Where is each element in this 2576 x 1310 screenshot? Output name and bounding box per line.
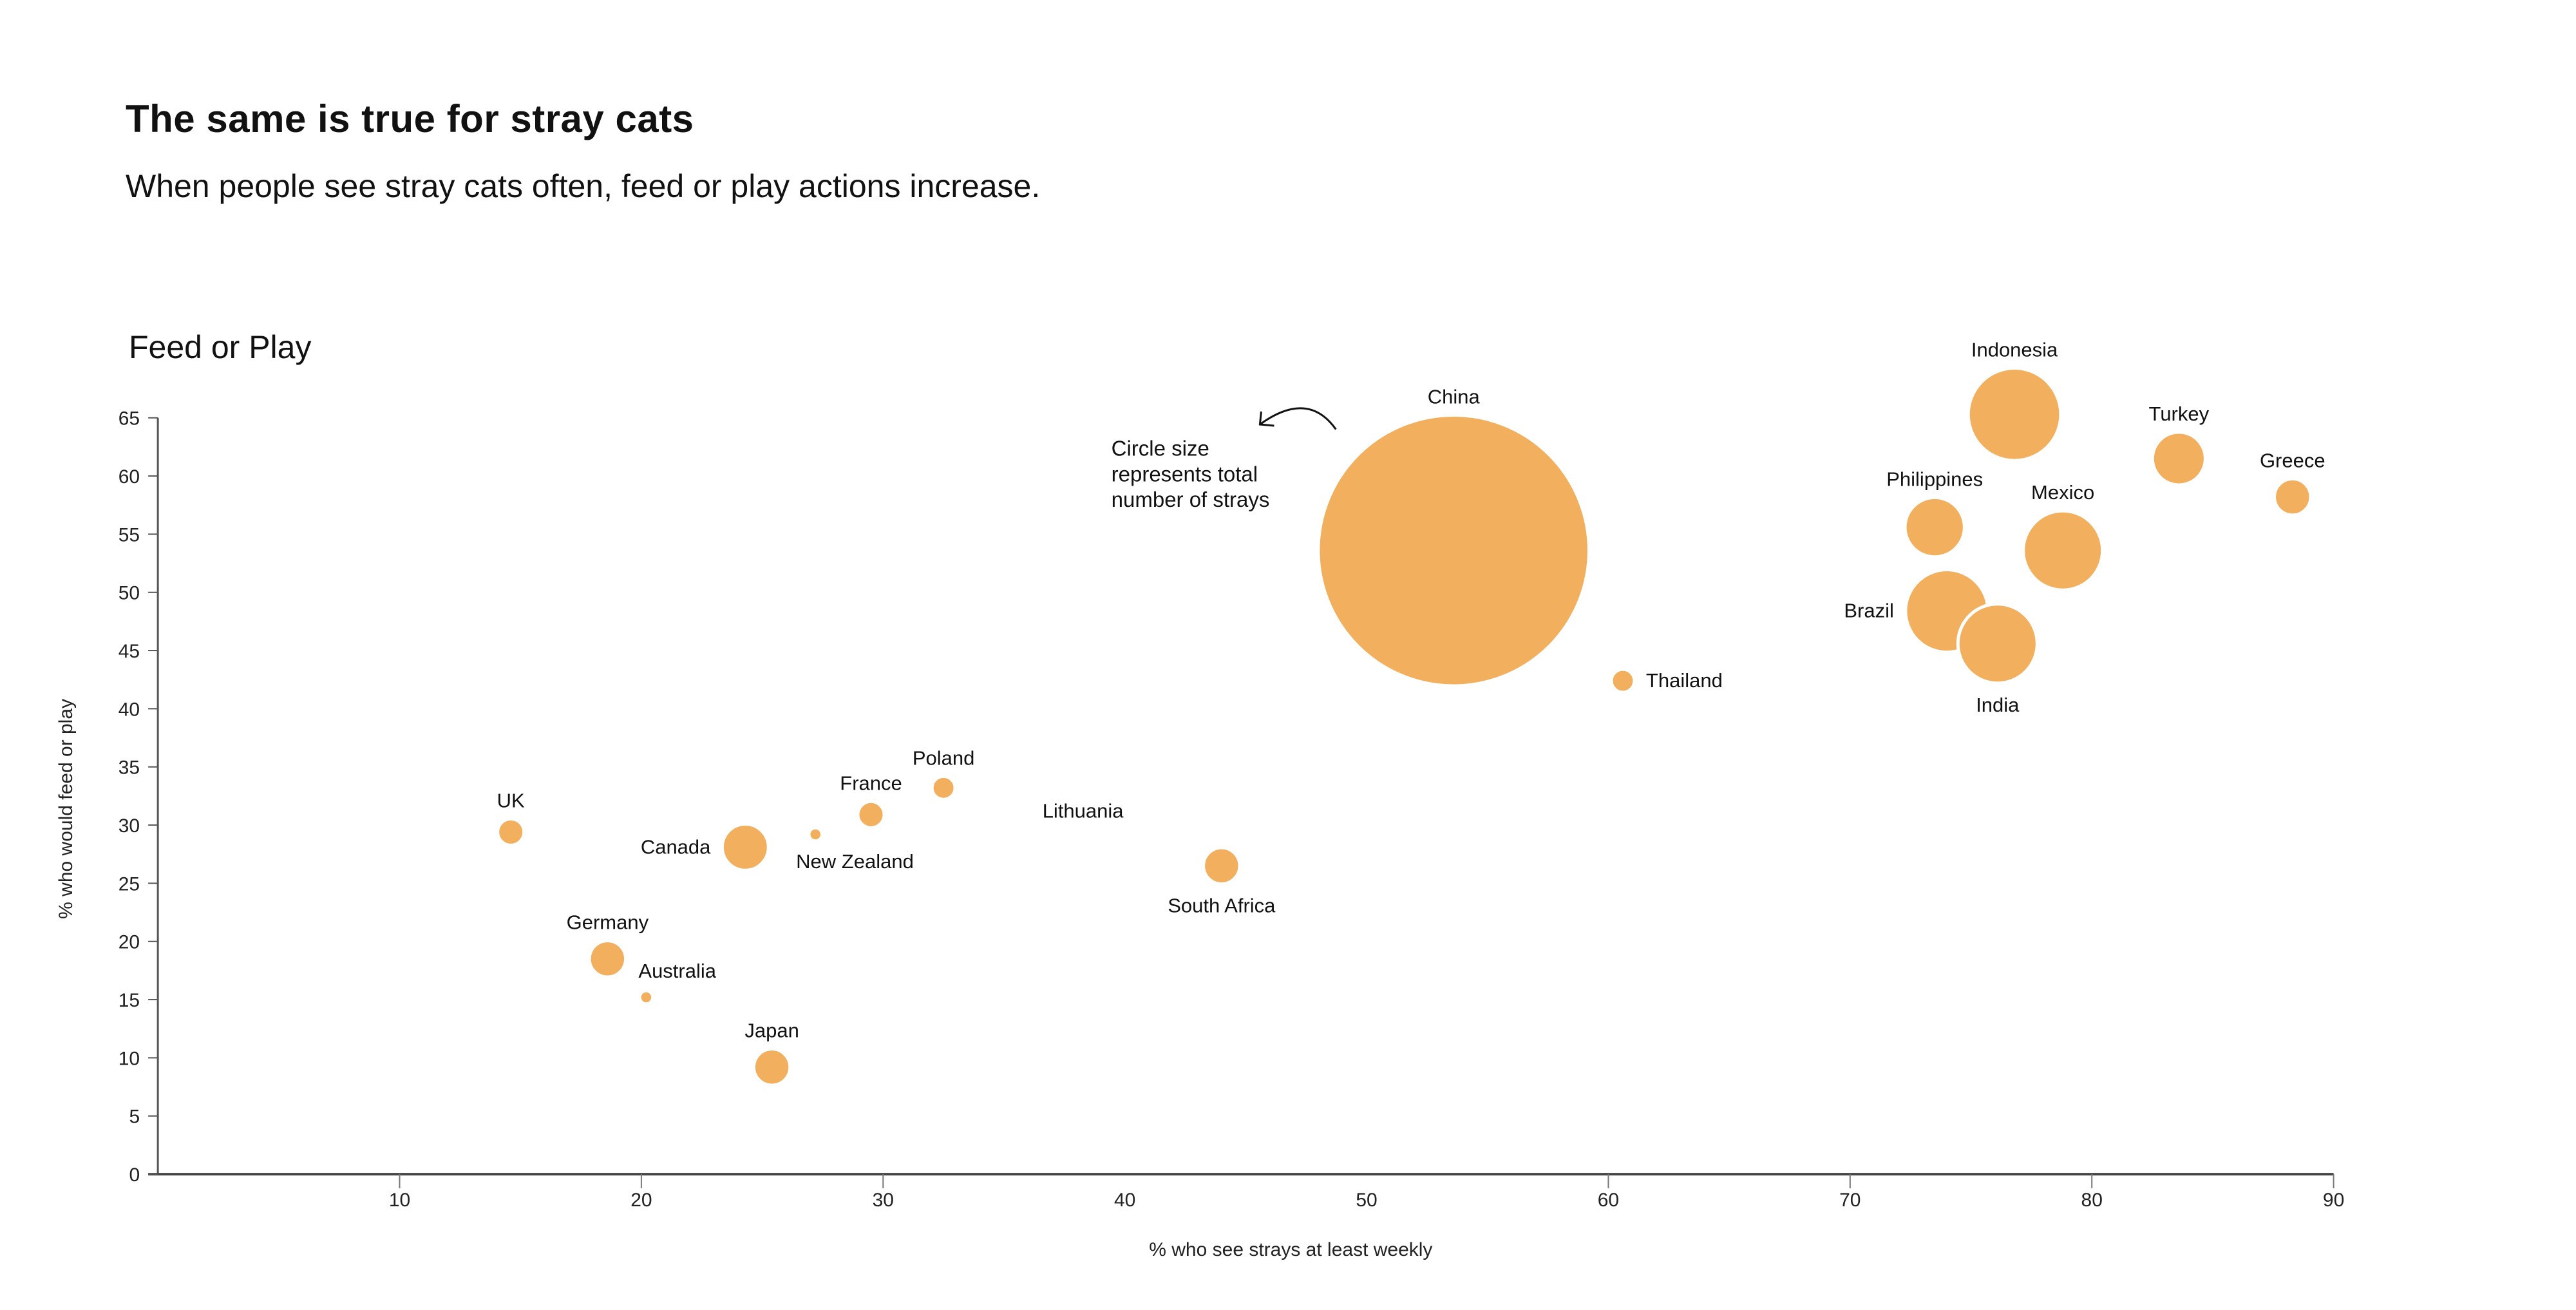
y-tick-label: 30	[118, 815, 140, 837]
y-tick-label: 15	[118, 990, 140, 1011]
y-tick-label: 45	[118, 641, 140, 662]
bubbles	[496, 366, 2313, 1087]
size-note-line: number of strays	[1112, 488, 1270, 511]
label-uk: UK	[497, 789, 525, 812]
label-indonesia: Indonesia	[1971, 339, 2058, 361]
bubble-germany	[587, 939, 628, 979]
x-tick-label: 90	[2323, 1190, 2344, 1211]
label-india: India	[1976, 694, 2020, 716]
chart-title: Feed or Play	[129, 329, 312, 365]
bubble-south-africa	[1202, 846, 1242, 886]
label-south-africa: South Africa	[1168, 895, 1276, 917]
bubble-indonesia	[1966, 366, 2063, 462]
bubble-australia	[638, 989, 655, 1006]
label-greece: Greece	[2260, 449, 2325, 471]
label-thailand: Thailand	[1646, 669, 1723, 692]
label-new-zealand: New Zealand	[796, 850, 914, 873]
x-tick-label: 20	[630, 1190, 652, 1211]
y-tick-label: 60	[118, 466, 140, 488]
bubble-mexico	[2022, 509, 2105, 592]
y-tick-label: 50	[118, 583, 140, 604]
label-germany: Germany	[567, 911, 649, 934]
bubble-labels: China Indonesia Turkey Greece Philippines Mex…	[497, 339, 2325, 1042]
x-axis-label: % who see strays at least weekly	[1149, 1239, 1432, 1260]
label-australia: Australia	[638, 960, 716, 982]
bubble-poland	[930, 774, 957, 801]
bubble-uk	[496, 817, 526, 847]
y-tick-label: 65	[118, 408, 140, 430]
size-note-line: Circle size	[1112, 437, 1209, 460]
x-tick-label: 60	[1598, 1190, 1619, 1211]
label-japan: Japan	[744, 1020, 799, 1042]
label-philippines: Philippines	[1886, 468, 1983, 490]
label-turkey: Turkey	[2149, 403, 2210, 425]
bubble-turkey	[2150, 430, 2207, 487]
curved-arrow-icon	[1259, 407, 1337, 430]
label-mexico: Mexico	[2031, 481, 2094, 504]
bubble-new-zealand	[807, 826, 824, 843]
bubble-france	[856, 799, 886, 830]
y-tick-label: 0	[129, 1164, 140, 1186]
label-canada: Canada	[641, 835, 711, 858]
bubble-india	[1956, 602, 2039, 685]
arrowhead-icon	[1258, 411, 1274, 427]
page-title: The same is true for stray cats	[126, 97, 694, 140]
bubble-thailand	[1609, 667, 1636, 694]
size-note-line: represents total	[1112, 462, 1258, 486]
label-france: France	[840, 772, 902, 794]
y-tick-label: 35	[118, 757, 140, 779]
x-tick-label: 70	[1839, 1190, 1861, 1211]
y-tick-label: 5	[129, 1106, 140, 1128]
x-tick-label: 40	[1114, 1190, 1135, 1211]
x-tick-label: 30	[873, 1190, 894, 1211]
bubble-china	[1316, 413, 1591, 688]
y-tick-label: 40	[118, 699, 140, 720]
label-china: China	[1428, 385, 1481, 408]
y-tick-label: 10	[118, 1048, 140, 1069]
bubble-lithuania	[1092, 828, 1099, 835]
bubble-japan	[752, 1047, 792, 1087]
y-tick-label: 20	[118, 932, 140, 953]
y-tick-label: 25	[118, 873, 140, 895]
x-tick-label: 50	[1356, 1190, 1377, 1211]
bubble-greece	[2273, 477, 2313, 517]
x-tick-label: 80	[2081, 1190, 2103, 1211]
bubble-canada	[720, 822, 770, 872]
x-tick-label: 10	[389, 1190, 410, 1211]
label-brazil: Brazil	[1844, 600, 1894, 622]
y-axis-label: % who would feed or play	[55, 699, 77, 919]
label-poland: Poland	[913, 746, 975, 769]
axes: 0 5 10 15 20 25 30 35 40 45 50 55 60 65 10 20 30 40 50 60 70…	[118, 408, 2345, 1211]
page-subtitle: When people see stray cats often, feed o…	[126, 168, 1041, 204]
y-tick-label: 55	[118, 524, 140, 546]
bubble-philippines	[1903, 495, 1966, 559]
label-lithuania: Lithuania	[1043, 800, 1124, 822]
